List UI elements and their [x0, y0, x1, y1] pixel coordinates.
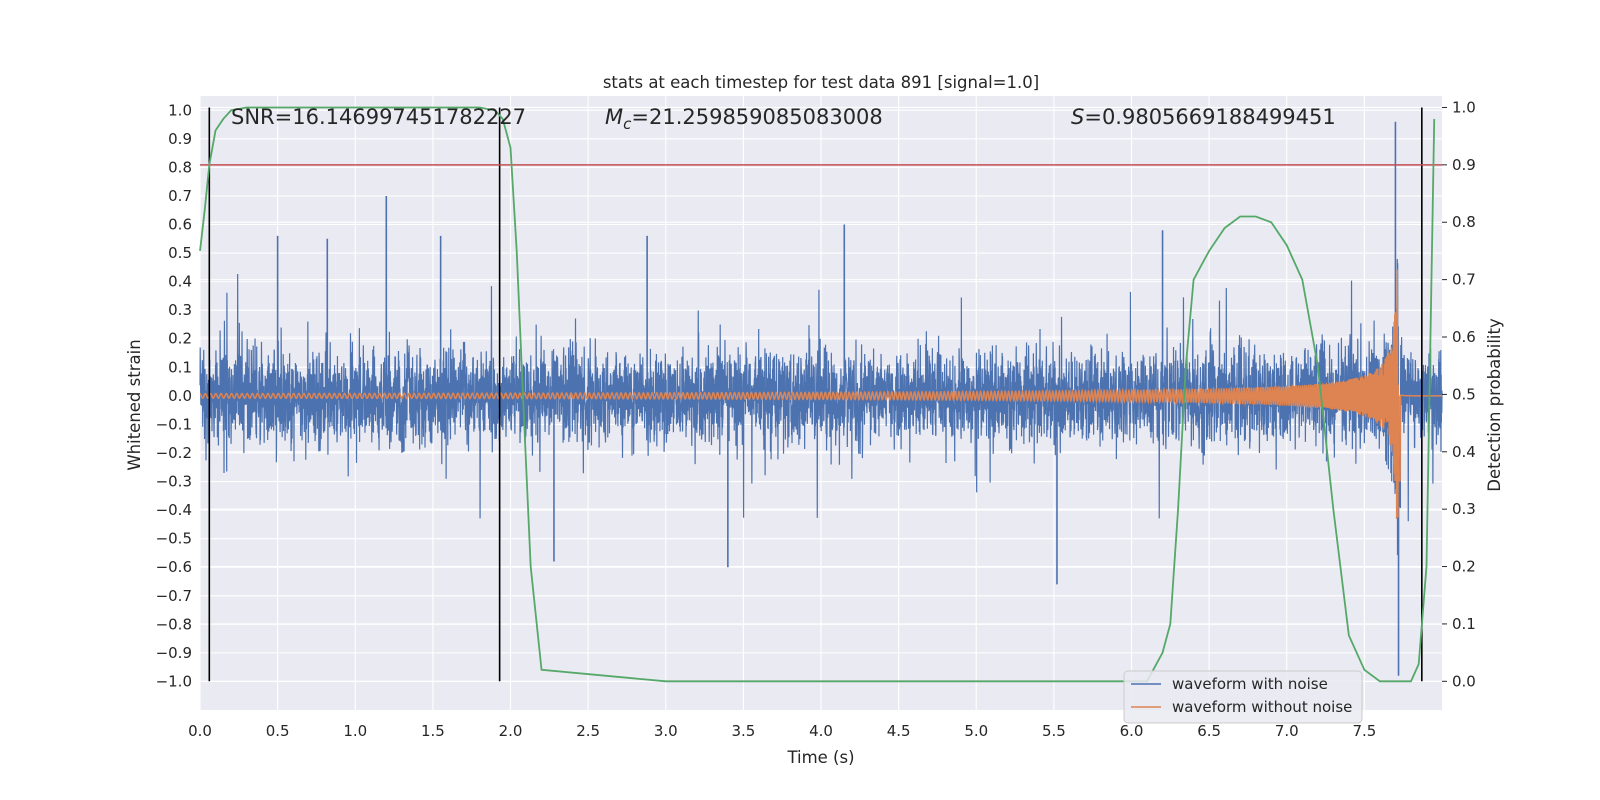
y-tick-label-right: 0.0	[1452, 672, 1476, 690]
chirp-mass-annotation: Mc=21.259859085083008	[605, 105, 883, 133]
snr-annotation: SNR=16.146997451782227	[231, 105, 526, 129]
clean-waveform-line	[199, 269, 1442, 519]
y-tick-label-left: −0.1	[156, 415, 192, 433]
y-tick-label-right: 0.5	[1452, 385, 1476, 403]
score-value: =0.9805669188499451	[1084, 105, 1335, 129]
x-tick-label: 5.5	[1042, 722, 1066, 740]
x-tick-label: 7.5	[1352, 722, 1376, 740]
x-tick-label: 0.5	[266, 722, 290, 740]
y-tick-label-left: −0.2	[156, 444, 192, 462]
y-tick-label-left: 0.9	[168, 130, 192, 148]
chirp-mass-value: =21.259859085083008	[631, 105, 882, 129]
y-tick-label-left: −0.6	[156, 558, 192, 576]
y-tick-label-left: 0.5	[168, 244, 192, 262]
x-tick-label: 3.0	[654, 722, 678, 740]
time-markers	[208, 107, 1423, 682]
y-tick-label-left: 0.3	[168, 301, 192, 319]
y-tick-label-left: −0.3	[156, 473, 192, 491]
x-tick-label: 6.0	[1120, 722, 1144, 740]
x-tick-label: 2.0	[499, 722, 523, 740]
y-tick-label-right: 0.3	[1452, 500, 1476, 518]
x-tick-label: 6.5	[1197, 722, 1221, 740]
legend-box	[1123, 670, 1363, 724]
y-tick-label-left: −0.8	[156, 615, 192, 633]
y-axis-label-left: Whitened strain	[125, 339, 144, 470]
y-tick-label-left: 0.1	[168, 358, 192, 376]
x-tick-label: 1.5	[421, 722, 445, 740]
ticks: 1.0 0.9 0.8 0.7 0.6 0.5 0.4 0.3 0.2 0.1 0.0 −0.1 −0.…	[156, 98, 1476, 740]
x-tick-label: 2.5	[576, 722, 600, 740]
y-tick-label-right: 0.4	[1452, 443, 1476, 461]
y-tick-label-right: 0.2	[1452, 558, 1476, 576]
noisy-waveform-line	[199, 258, 1443, 556]
y-tick-label-left: −0.7	[156, 587, 192, 605]
score-symbol: S	[1071, 105, 1084, 129]
chirp-mass-symbol: M	[605, 105, 623, 129]
y-tick-label-left: 0.7	[168, 187, 192, 205]
legend: waveform with noise waveform without noi…	[1123, 670, 1363, 724]
chart-title: stats at each timestep for test data 891…	[603, 73, 1039, 92]
y-tick-label-left: 1.0	[168, 101, 192, 119]
y-tick-label-left: 0.6	[168, 216, 192, 234]
y-tick-label-right: 0.8	[1452, 213, 1476, 231]
x-tick-label: 7.0	[1275, 722, 1299, 740]
y-tick-label-left: 0.8	[168, 158, 192, 176]
y-tick-label-right: 1.0	[1452, 98, 1476, 116]
chirp-mass-subscript: c	[623, 115, 632, 133]
x-tick-label: 4.0	[809, 722, 833, 740]
x-tick-label: 3.5	[731, 722, 755, 740]
y-tick-label-right: 0.6	[1452, 328, 1476, 346]
clean-waveform	[199, 269, 1442, 519]
score-annotation: S=0.9805669188499451	[1071, 105, 1336, 129]
y-tick-label-left: −0.9	[156, 644, 192, 662]
y-tick-label-right: 0.1	[1452, 615, 1476, 633]
y-tick-label-left: −1.0	[156, 672, 192, 690]
y-tick-label-left: −0.4	[156, 501, 192, 519]
y-axis-label-right: Detection probability	[1485, 318, 1504, 492]
y-tick-label-left: −0.5	[156, 530, 192, 548]
x-tick-label: 1.0	[343, 722, 367, 740]
x-tick-label: 0.0	[188, 722, 212, 740]
y-tick-label-left: 0.4	[168, 273, 192, 291]
y-tick-label-left: 0.2	[168, 330, 192, 348]
legend-label-noisy: waveform with noise	[1172, 675, 1328, 693]
y-tick-label-right: 0.9	[1452, 156, 1476, 174]
x-axis-label: Time (s)	[786, 748, 854, 767]
y-tick-label-left: 0.0	[168, 387, 192, 405]
y-tick-label-right: 0.7	[1452, 271, 1476, 289]
legend-label-clean: waveform without noise	[1172, 698, 1352, 716]
x-tick-label: 4.5	[887, 722, 911, 740]
x-tick-label: 5.0	[964, 722, 988, 740]
